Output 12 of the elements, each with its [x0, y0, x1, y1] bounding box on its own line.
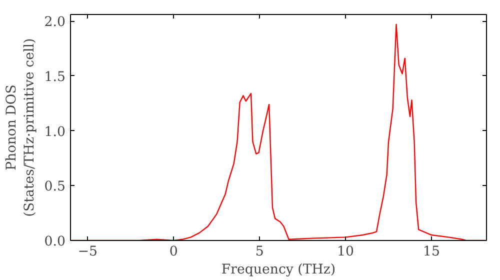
y-tick-label: 2.0: [44, 15, 66, 30]
x-tick-label: −5: [78, 244, 98, 260]
y-tick-label: 0.5: [44, 180, 66, 195]
y-tick-label: 1.5: [44, 70, 66, 85]
y-tick-label: 1.0: [44, 124, 66, 140]
x-axis-title: Frequency (THz): [221, 262, 336, 278]
x-tick-label: 15: [423, 244, 440, 260]
x-tick-label: 10: [337, 244, 354, 260]
x-tick-label: 0: [169, 244, 178, 260]
y-axis-title: Phonon DOS (States/THz·primitive cell): [4, 38, 38, 217]
x-tick-label: 5: [255, 244, 264, 260]
y-tick-label: 0.0: [44, 234, 66, 250]
